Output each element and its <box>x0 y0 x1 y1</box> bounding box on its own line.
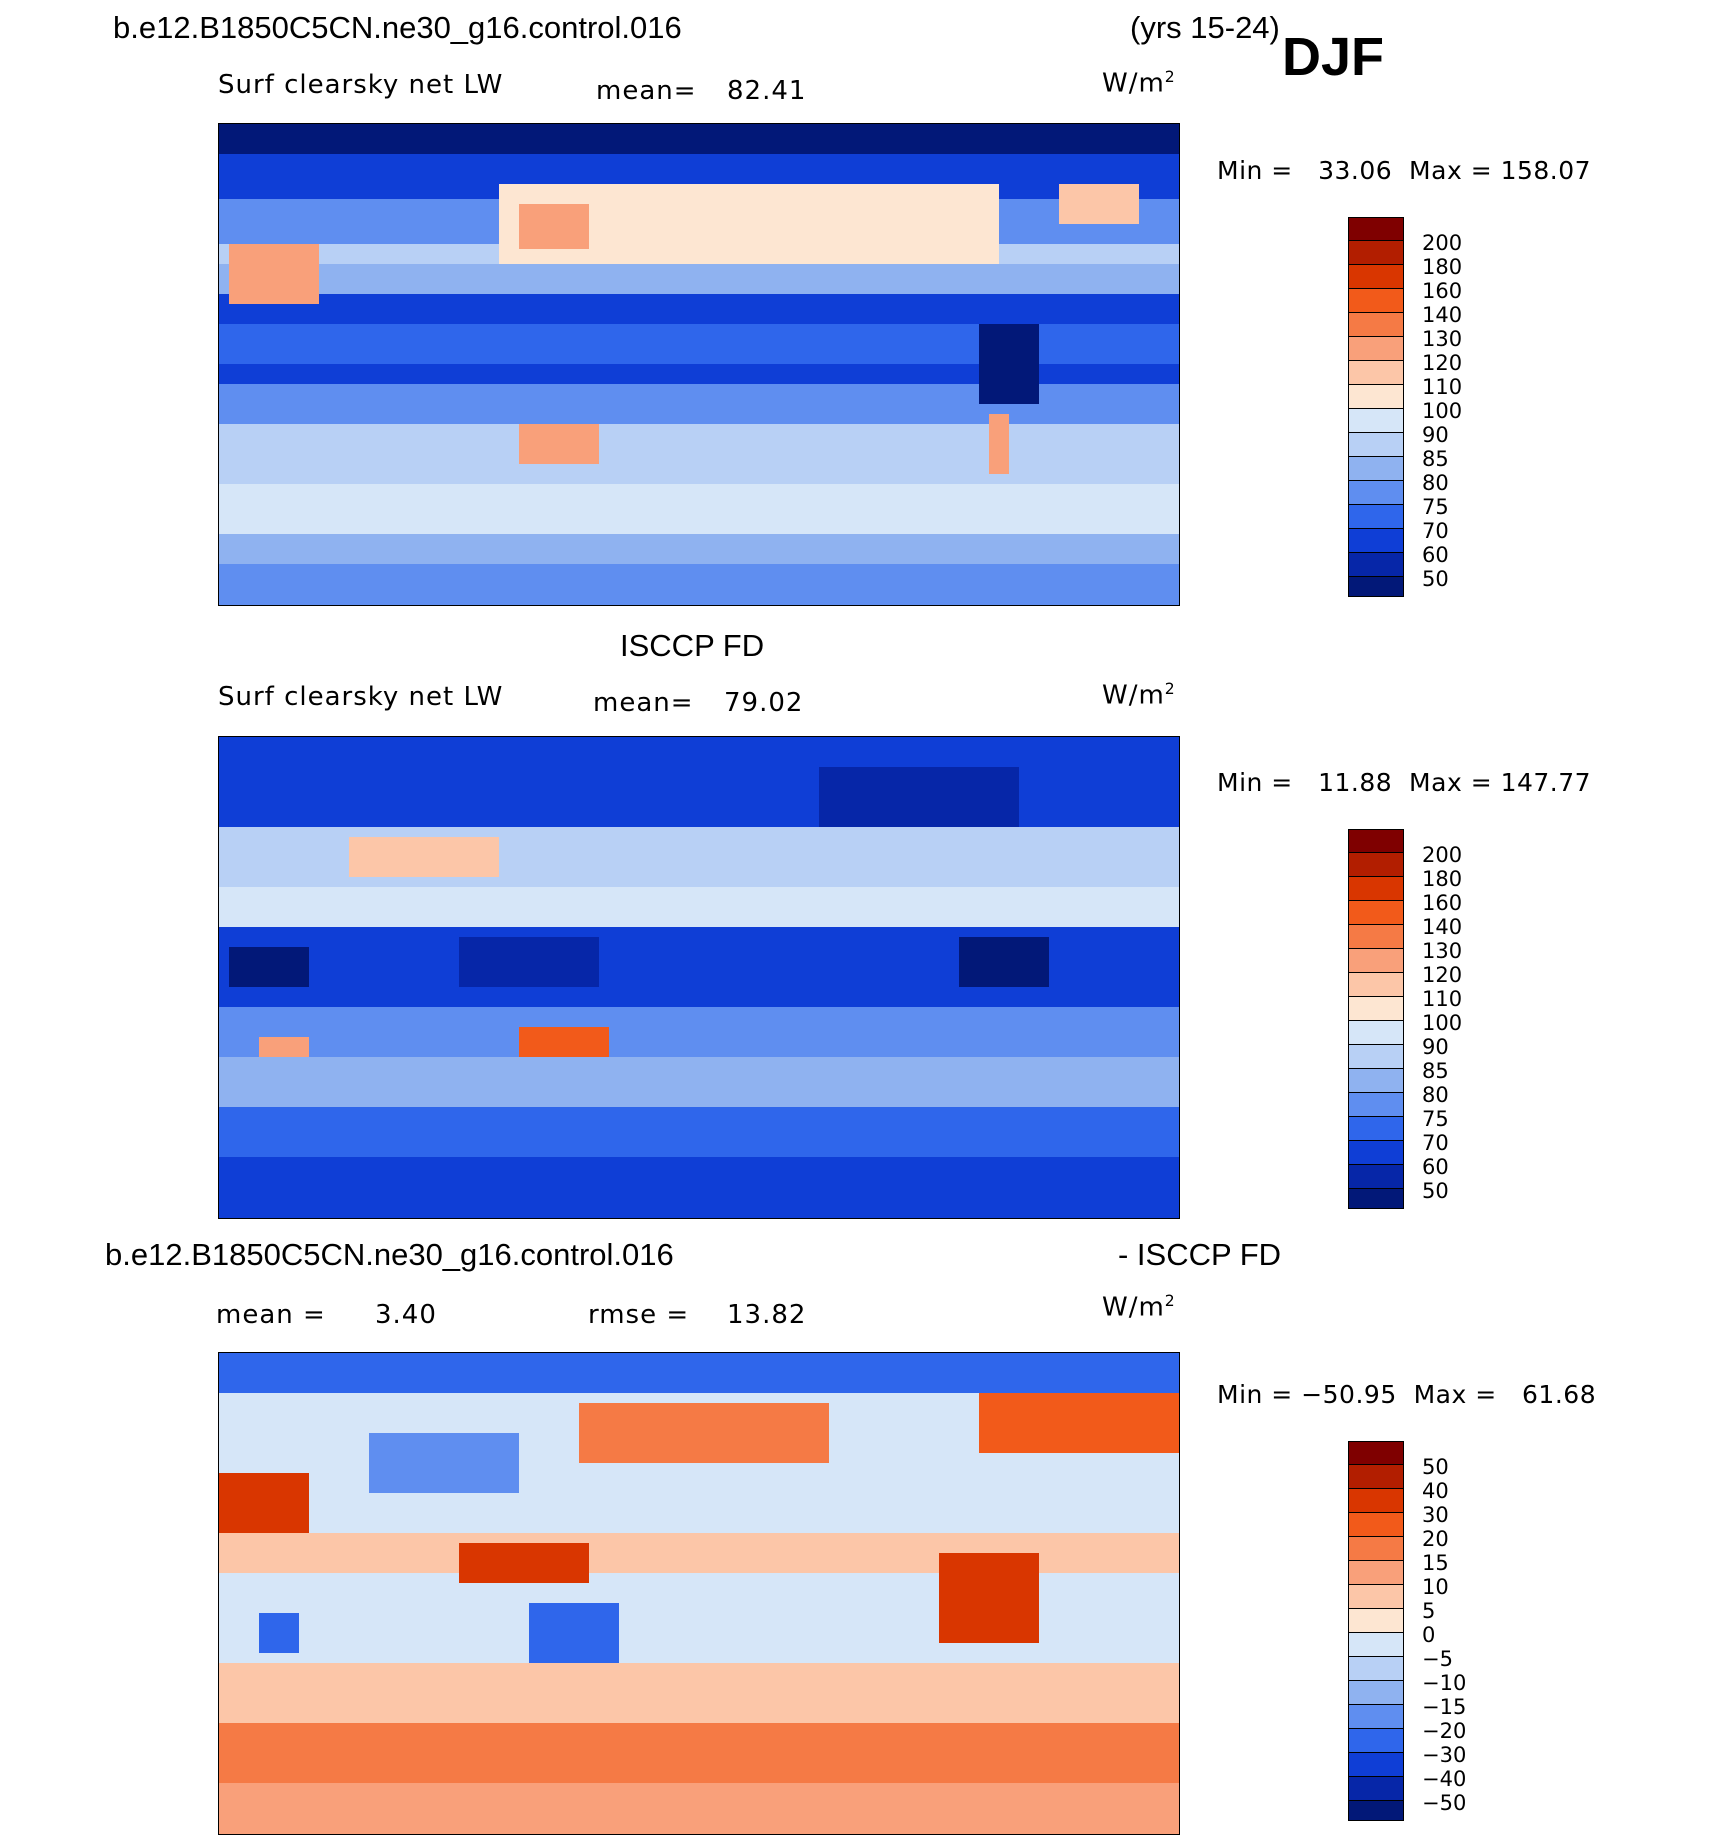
panel2-colorbar: 200 180 160 140 130 120 110 100 90 85 80… <box>1348 829 1462 1209</box>
panel2-variable: Surf clearsky net LW <box>218 682 504 712</box>
panel3-tick: −5 <box>1422 1647 1453 1671</box>
panel3-tick: −50 <box>1422 1791 1467 1815</box>
panel3-tick: 10 <box>1422 1575 1449 1599</box>
panel3-tick: −10 <box>1422 1671 1467 1695</box>
panel2-units: W/m2 <box>1102 680 1176 711</box>
panel1-tick: 160 <box>1422 279 1463 303</box>
panel1-tick: 85 <box>1422 447 1449 471</box>
panel3-tick: −20 <box>1422 1719 1467 1743</box>
panel2-tick: 130 <box>1422 939 1463 963</box>
case-title: b.e12.B1850C5CN.ne30_g16.control.016 <box>113 10 682 45</box>
panel2-title: ISCCP FD <box>620 628 765 663</box>
panel2-tick: 80 <box>1422 1083 1449 1107</box>
panel2-tick: 50 <box>1422 1179 1449 1203</box>
panel1-variable: Surf clearsky net LW <box>218 70 504 100</box>
panel1-tick: 90 <box>1422 423 1449 447</box>
panel3-tick: −15 <box>1422 1695 1467 1719</box>
panel1-map <box>218 123 1180 606</box>
panel1-tick: 110 <box>1422 375 1463 399</box>
panel3-tick: 20 <box>1422 1527 1449 1551</box>
panel3-rmse-label: rmse = <box>588 1300 690 1330</box>
panel1-mean-value: 82.41 <box>727 76 807 106</box>
panel3-title-right: - ISCCP FD <box>1118 1237 1282 1272</box>
season-label: DJF <box>1282 27 1385 87</box>
panel3-tick: 0 <box>1422 1623 1436 1647</box>
panel2-tick: 70 <box>1422 1131 1449 1155</box>
panel3-tick: 30 <box>1422 1503 1449 1527</box>
panel2-tick: 180 <box>1422 867 1463 891</box>
panel2-tick: 140 <box>1422 915 1463 939</box>
panel3-tick: −40 <box>1422 1767 1467 1791</box>
panel1-tick: 200 <box>1422 231 1463 255</box>
panel2-tick: 85 <box>1422 1059 1449 1083</box>
panel2-minmax: Min = 11.88 Max = 147.77 <box>1217 768 1592 797</box>
panel1-mean-label: mean= <box>596 76 697 106</box>
panel3-rmse-value: 13.82 <box>727 1300 807 1330</box>
panel1-tick: 60 <box>1422 543 1449 567</box>
panel2-mean-label: mean= <box>593 688 694 718</box>
panel2-map <box>218 736 1180 1219</box>
panel3-tick: 50 <box>1422 1455 1449 1479</box>
panel3-tick: 40 <box>1422 1479 1449 1503</box>
panel2-tick: 200 <box>1422 843 1463 867</box>
panel2-tick: 100 <box>1422 1011 1463 1035</box>
years-label: (yrs 15-24) <box>1130 10 1280 45</box>
panel1-tick: 120 <box>1422 351 1463 375</box>
panel1-tick: 80 <box>1422 471 1449 495</box>
panel1-tick: 130 <box>1422 327 1463 351</box>
panel1-tick: 100 <box>1422 399 1463 423</box>
panel3-map <box>218 1352 1180 1835</box>
panel2-tick: 110 <box>1422 987 1463 1011</box>
panel1-tick: 75 <box>1422 495 1449 519</box>
panel2-tick: 60 <box>1422 1155 1449 1179</box>
panel3-mean-value: 3.40 <box>375 1300 437 1330</box>
panel3-tick: 15 <box>1422 1551 1449 1575</box>
panel3-mean-label: mean = <box>216 1300 326 1330</box>
panel3-tick: −30 <box>1422 1743 1467 1767</box>
panel3-tick: 5 <box>1422 1599 1436 1623</box>
panel3-colorbar: 50 40 30 20 15 10 5 0 −5 −10 −15 −20 −30… <box>1348 1441 1466 1821</box>
panel1-tick: 50 <box>1422 567 1449 591</box>
panel3-units: W/m2 <box>1102 1292 1176 1323</box>
panel3-minmax: Min = −50.95 Max = 61.68 <box>1217 1380 1597 1409</box>
panel3-title-left: b.e12.B1850C5CN.ne30_g16.control.016 <box>105 1237 674 1272</box>
panel1-minmax: Min = 33.06 Max = 158.07 <box>1217 156 1592 185</box>
panel1-tick: 70 <box>1422 519 1449 543</box>
panel2-tick: 120 <box>1422 963 1463 987</box>
panel1-units: W/m2 <box>1102 68 1176 99</box>
panel2-tick: 90 <box>1422 1035 1449 1059</box>
panel2-mean-value: 79.02 <box>724 688 804 718</box>
panel1-colorbar: 200 180 160 140 130 120 110 100 90 85 80… <box>1348 217 1462 597</box>
panel1-tick: 140 <box>1422 303 1463 327</box>
panel2-tick: 160 <box>1422 891 1463 915</box>
panel2-tick: 75 <box>1422 1107 1449 1131</box>
panel1-tick: 180 <box>1422 255 1463 279</box>
